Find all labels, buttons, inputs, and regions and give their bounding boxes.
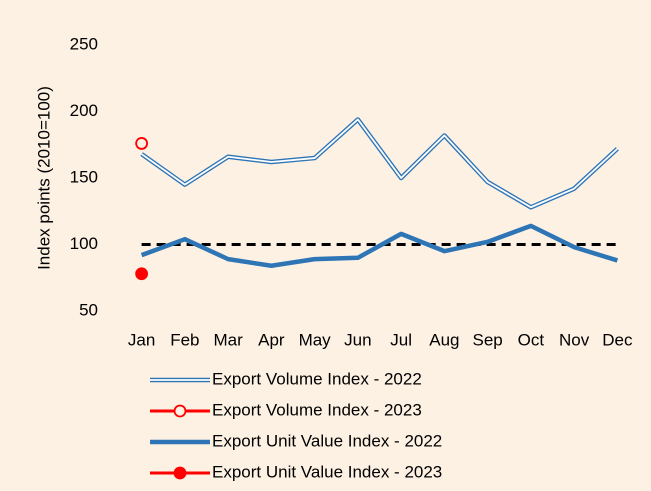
y-tick-label: 250 (70, 34, 98, 53)
series-line (140, 223, 619, 269)
legend-marker (173, 466, 187, 480)
x-tick-label: Jan (128, 330, 155, 349)
point (135, 137, 149, 150)
x-tick-label: Dec (602, 330, 633, 349)
x-tick-label: May (299, 330, 332, 349)
x-tick-label: Oct (518, 330, 545, 349)
legend-label: Export Volume Index - 2023 (212, 400, 422, 419)
x-tick-label: Jun (344, 330, 371, 349)
x-tick-label: Mar (213, 330, 243, 349)
y-tick-label: 100 (70, 234, 98, 253)
x-tick-label: Nov (559, 330, 590, 349)
legend-label: Export Volume Index - 2022 (212, 369, 422, 388)
legend-marker (173, 404, 187, 418)
legend-label: Export Unit Value Index - 2022 (212, 431, 442, 450)
y-tick-label: 150 (70, 167, 98, 186)
legend-label: Export Unit Value Index - 2023 (212, 462, 442, 481)
x-tick-label: Feb (170, 330, 199, 349)
y-axis-label: Index points (2010=100) (34, 86, 53, 270)
y-tick-label: 50 (79, 300, 98, 319)
point (135, 267, 149, 281)
series-line (140, 117, 619, 210)
series-line-inner (141, 118, 618, 209)
x-tick-label: Aug (429, 330, 459, 349)
x-tick-label: Sep (473, 330, 503, 349)
x-tick-label: Jul (390, 330, 412, 349)
x-tick-label: Apr (258, 330, 285, 349)
y-tick-label: 200 (70, 101, 98, 120)
